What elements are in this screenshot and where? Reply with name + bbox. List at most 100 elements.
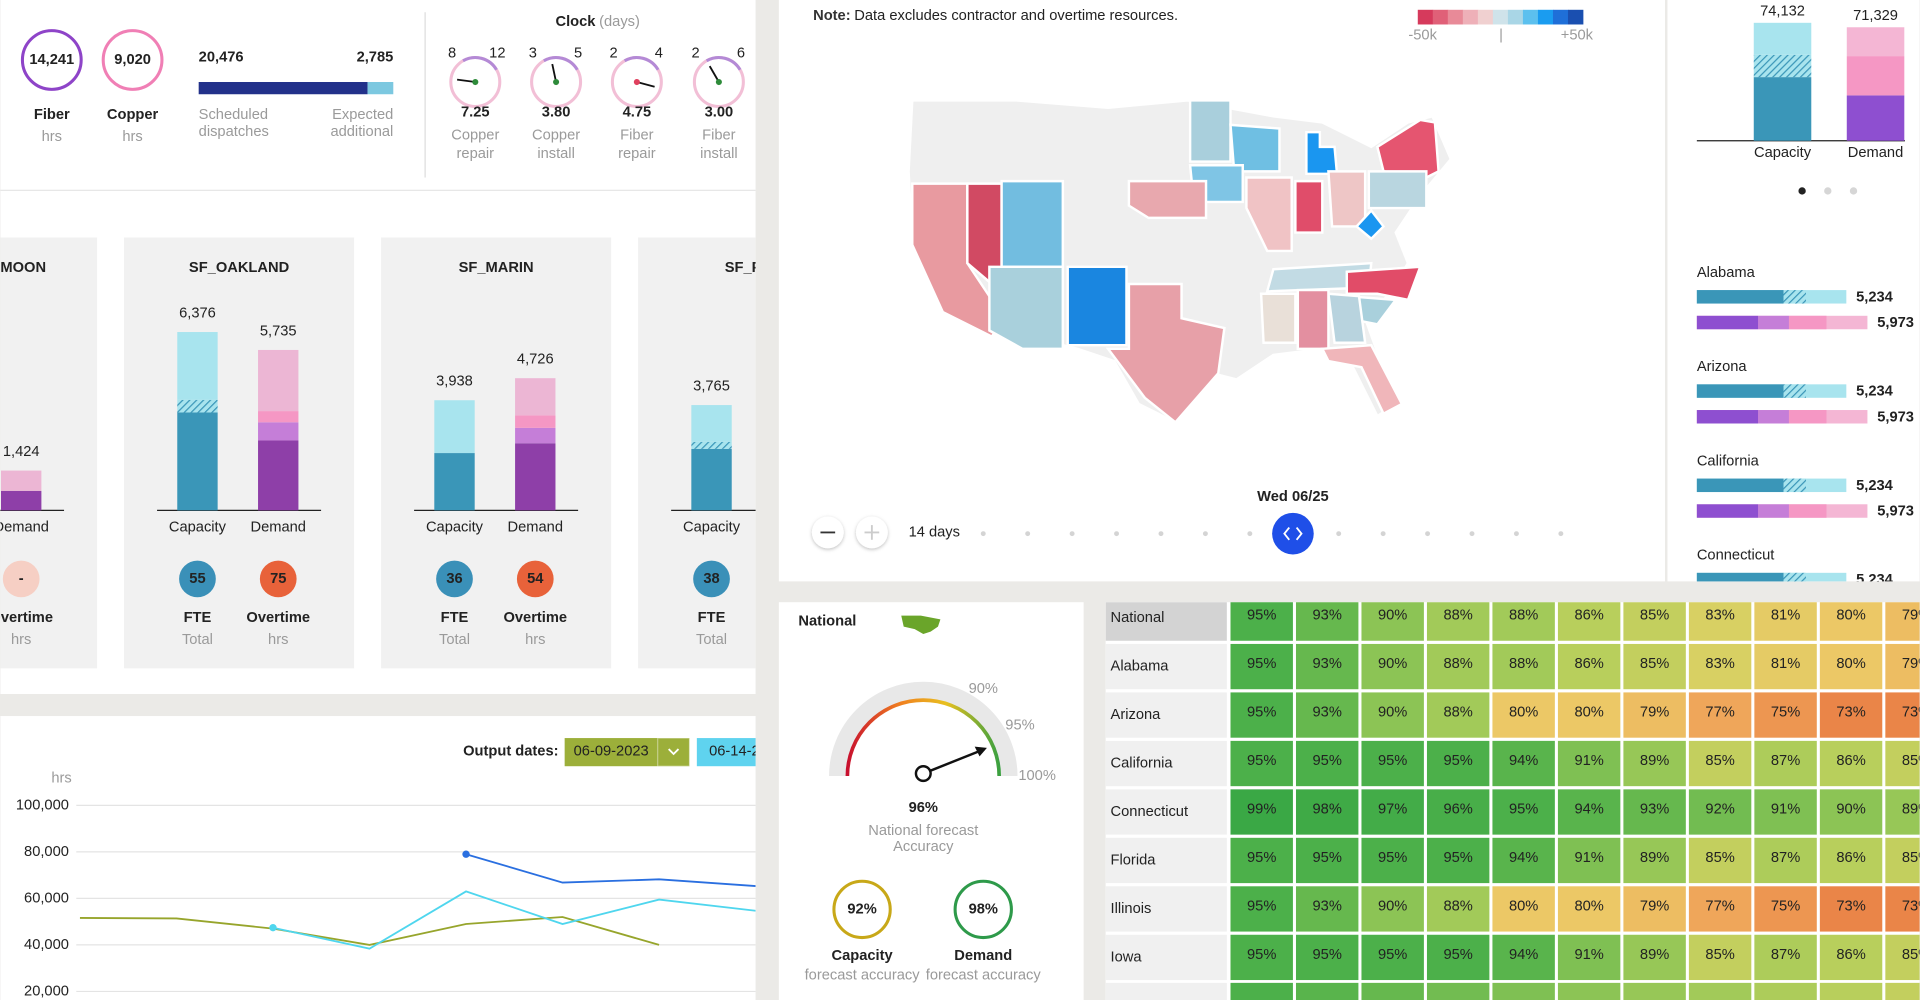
heat-cell-partial xyxy=(1361,982,1424,1000)
series-start-marker xyxy=(462,850,470,858)
gauge-min: 8 xyxy=(448,46,456,62)
row-label: Iowa xyxy=(1111,949,1143,965)
states xyxy=(911,99,1440,424)
bar-name: Demand xyxy=(1848,145,1903,161)
cell-label: 86% xyxy=(1574,608,1603,624)
cell-label: 85% xyxy=(1705,850,1734,866)
capacity-bar-part xyxy=(1696,478,1784,493)
state xyxy=(1105,282,1226,424)
timeline-dot[interactable] xyxy=(1114,531,1119,537)
timeline-dot[interactable] xyxy=(1025,531,1031,537)
output-label: Output dates: xyxy=(463,743,558,759)
date-dropdown[interactable] xyxy=(657,737,691,767)
heat-cell xyxy=(1819,643,1883,690)
dispatch-bar xyxy=(367,82,394,95)
date-value: 06-09-2023 xyxy=(574,743,649,759)
heat-cell xyxy=(1754,837,1817,884)
cell-label: 93% xyxy=(1313,608,1342,624)
gauge-label: Copper xyxy=(532,128,580,144)
demand-bar-part xyxy=(1758,410,1789,424)
demand-label: 5,973 xyxy=(1877,409,1914,425)
timeline-dot[interactable] xyxy=(1425,531,1431,537)
timeline-dot[interactable] xyxy=(1158,531,1164,537)
accuracy-value: 92% xyxy=(847,901,876,917)
timeline-dot[interactable] xyxy=(980,531,986,537)
badge-sub: hrs xyxy=(268,632,288,648)
heat-cell-partial xyxy=(1295,982,1359,1000)
timeline-dot[interactable] xyxy=(1469,531,1475,537)
heat-cell xyxy=(1230,886,1293,932)
heat-cell xyxy=(1885,740,1920,787)
gauge-min: 2 xyxy=(610,46,618,62)
cell-label: 95% xyxy=(1378,753,1407,769)
heat-cell xyxy=(1754,692,1817,738)
cell-label: 88% xyxy=(1443,704,1472,720)
cell-label: 95% xyxy=(1313,753,1342,769)
timeline-dot[interactable] xyxy=(1202,531,1208,537)
bar-segment xyxy=(434,400,475,454)
gauge-arc xyxy=(462,56,498,71)
cell-label: 92% xyxy=(1705,801,1734,817)
cell-label: 85% xyxy=(1640,608,1669,624)
timeline-handle[interactable] xyxy=(1272,512,1314,555)
heat-cell xyxy=(1557,692,1621,738)
heatmap: National 95% 93% 90% 88% 88% 86% 85% 83% 81% 80% 79… xyxy=(1105,602,1920,1000)
capacity-bar-part xyxy=(1783,572,1806,582)
gauge-label: Fiber xyxy=(620,128,654,144)
timeline-dot[interactable] xyxy=(1069,531,1075,537)
carousel-dot[interactable] xyxy=(1824,187,1832,195)
capacity-bar-part xyxy=(1696,384,1784,398)
demand-bar-part xyxy=(1788,315,1827,330)
state xyxy=(988,265,1065,351)
bar-segment xyxy=(515,443,556,511)
badge-label: FTE xyxy=(698,610,726,626)
heat-cell xyxy=(1361,886,1424,932)
heat-cell xyxy=(1623,740,1686,787)
region-title: SF_OAKLAND xyxy=(189,260,289,276)
gauge-max: 12 xyxy=(489,46,505,62)
heat-cell xyxy=(1295,789,1359,835)
bar-segment xyxy=(258,422,299,441)
legend-swatch xyxy=(1537,9,1554,25)
heat-cell xyxy=(1426,643,1490,690)
series-start-marker xyxy=(269,924,277,932)
legend-min: -50k xyxy=(1408,27,1437,43)
heat-cell xyxy=(1230,692,1293,738)
carousel-dot[interactable] xyxy=(1849,187,1858,195)
heat-cell xyxy=(1361,934,1424,981)
cell-label: 91% xyxy=(1771,801,1800,817)
cell-label: 80% xyxy=(1574,898,1603,914)
y-tick-label: 100,000 xyxy=(16,797,69,813)
timeline-dot[interactable] xyxy=(1558,531,1564,537)
heat-cell xyxy=(1819,692,1883,738)
row-label: California xyxy=(1111,755,1174,771)
right-panel: 74,132 Capacity 71,329 Demand Alabama 5,234 5,… xyxy=(1696,4,1914,582)
cell-label: 87% xyxy=(1771,753,1800,769)
carousel-dot[interactable] xyxy=(1798,187,1806,195)
gauge-band xyxy=(845,698,1002,777)
heat-cell xyxy=(1295,837,1359,884)
capacity-label: 5,234 xyxy=(1856,478,1894,494)
timeline-dot[interactable] xyxy=(1380,531,1386,537)
timeline-dot[interactable] xyxy=(1513,531,1519,537)
heat-cell xyxy=(1754,602,1817,641)
demand-bar-part xyxy=(1788,504,1827,518)
state xyxy=(1000,179,1065,269)
accuracy-sub: forecast accuracy xyxy=(926,967,1042,983)
state xyxy=(1354,208,1386,241)
cell-label: 86% xyxy=(1836,753,1865,769)
capacity-label: 5,234 xyxy=(1856,384,1894,400)
heat-cell xyxy=(1295,886,1359,932)
heat-cell xyxy=(1361,602,1424,641)
cell-label: 98% xyxy=(1313,801,1342,817)
cell-label: 90% xyxy=(1378,608,1407,624)
dispatch-label: dispatches xyxy=(199,124,269,140)
timeline-dot[interactable] xyxy=(1247,531,1253,537)
date-picker[interactable] xyxy=(696,738,822,767)
region-card xyxy=(124,237,355,669)
demand-bar-part xyxy=(1696,315,1759,330)
badge-label: Overtime xyxy=(0,610,53,626)
badge-sub: Total xyxy=(439,632,470,648)
timeline-dot[interactable] xyxy=(1336,531,1342,537)
